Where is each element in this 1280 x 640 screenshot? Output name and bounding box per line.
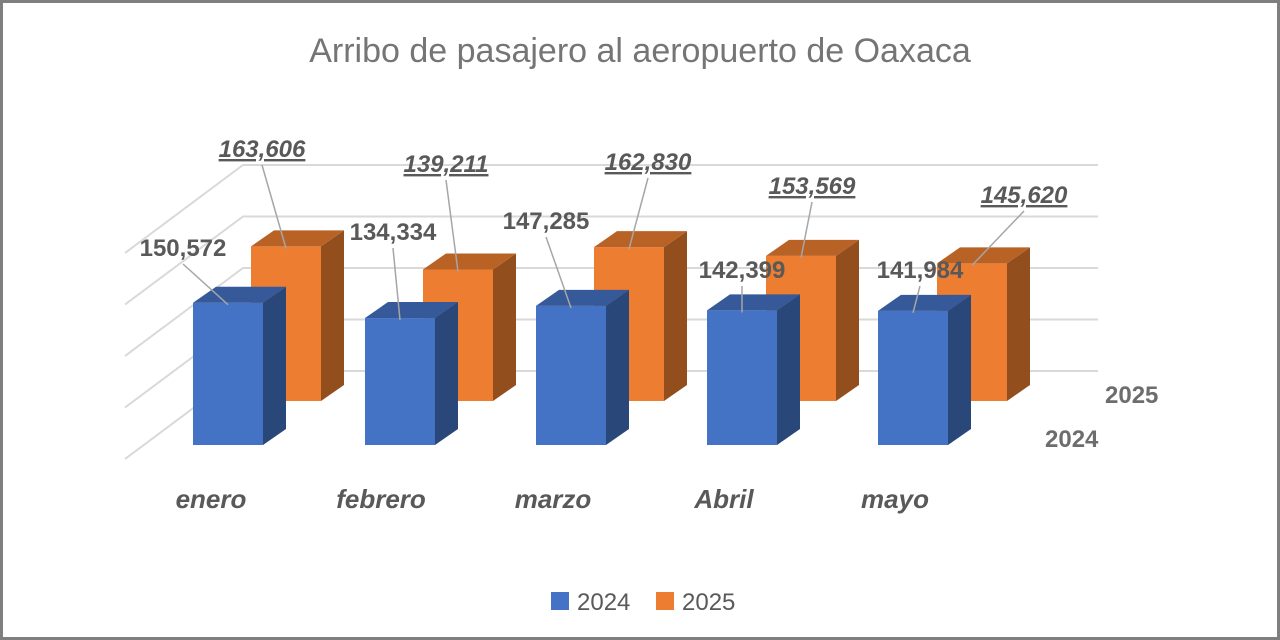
category-label: marzo [515,484,592,514]
bar-2024-enero-side [263,286,286,445]
bar-2024-marzo [536,289,629,445]
leader-2025 [445,179,459,272]
leader-2025 [800,201,813,259]
data-label-2024: 150,572 [140,235,227,262]
chart-title: Arribo de pasajero al aeropuerto de Oaxa… [309,32,971,70]
legend-label-2025: 2025 [682,589,735,616]
leader-2025 [971,210,1025,266]
data-label-2024: 147,285 [503,208,590,235]
bar-2024-febrero [365,302,458,445]
category-labels: enero febrero marzo Abril mayo [176,484,929,514]
leader-2024 [545,236,572,309]
leader-2025 [261,164,287,249]
bar-2024-enero [193,286,286,445]
category-label: enero [176,484,247,514]
bar-2024-marzo-front [536,305,606,445]
bar-2025-marzo-side [664,231,687,401]
bar-2024-febrero-side [435,302,458,445]
bar-2024-mayo-top [878,294,971,311]
bar-2025-Abril-side [836,239,859,401]
bar-2025-Abril-top [766,239,859,256]
bar-2024-marzo-top [536,289,629,306]
bar-2024-febrero-top [365,302,458,319]
bar-2024-Abril-top [707,294,800,311]
bar-2024-Abril-front [707,310,777,445]
legend-label-2024: 2024 [577,589,630,616]
bar-2024-marzo-side [606,289,629,445]
label-leaders [182,164,1025,321]
leader-2024 [912,285,921,314]
bar-2025-enero-top [251,230,344,247]
grid-line [124,215,1098,306]
bar-2024-enero-front [193,302,263,445]
bar-2024-mayo [878,294,971,445]
depth-label-2024: 2024 [1045,426,1099,453]
data-label-2025: 153,569 [769,173,856,200]
bar-2025-febrero-top [423,253,516,270]
data-labels: 163,606 139,211 162,830 153,569 145,620 150,5… [140,136,1068,284]
data-label-2025: 145,620 [981,182,1068,209]
legend-swatch-2024 [551,592,569,610]
leader-2024 [182,263,229,306]
category-label: Abril [693,484,754,514]
bar-2024-Abril [707,294,800,445]
depth-label-2025: 2025 [1105,382,1158,409]
bar-2025-febrero-side [493,253,516,401]
category-label: febrero [336,484,426,514]
bar-2024-Abril-side [777,294,800,445]
data-label-2024: 141,984 [877,257,964,284]
data-label-2024: 134,334 [350,219,437,246]
bars [193,230,1030,445]
data-label-2025: 139,211 [404,151,489,178]
bar-2024-febrero-front [365,318,435,445]
bar-2025-marzo-top [594,231,687,248]
legend-swatch-2025 [656,592,674,610]
bar-2025-mayo-top [937,247,1030,264]
bar-2025-mayo-side [1007,247,1030,401]
grid-line [124,164,1098,254]
legend: 2024 2025 [551,589,735,616]
data-label-2024: 142,399 [699,257,786,284]
data-label-2025: 162,830 [605,149,692,176]
category-label: mayo [861,484,929,514]
bar-2024-mayo-side [948,294,971,445]
bar-2025-mayo [937,247,1030,401]
leader-2025 [628,177,649,250]
bar-2024-mayo-front [878,310,948,445]
bar-2024-enero-top [193,286,286,303]
data-label-2025: 163,606 [219,136,306,163]
leader-2024 [392,247,401,321]
bar-2025-enero-side [321,230,344,401]
